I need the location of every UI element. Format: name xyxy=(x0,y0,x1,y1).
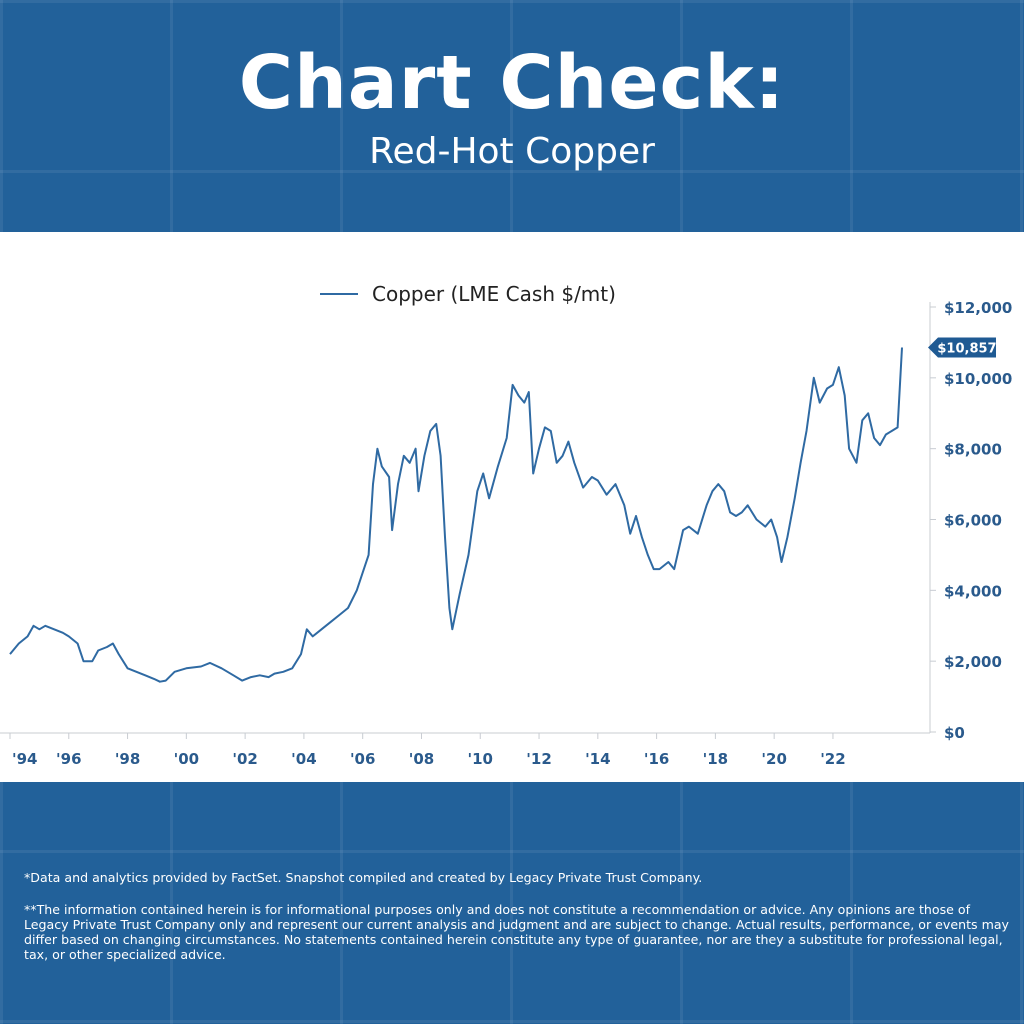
x-tick-label: '18 xyxy=(703,750,728,768)
page-title: Chart Check: xyxy=(238,40,786,126)
last-value-callout xyxy=(928,337,996,358)
footer: *Data and analytics provided by FactSet.… xyxy=(24,870,1009,979)
x-tick-label: '00 xyxy=(174,750,199,768)
y-tick-label: $10,000 xyxy=(944,370,1012,388)
x-tick-label: '10 xyxy=(468,750,493,768)
x-tick-label: '02 xyxy=(232,750,257,768)
y-tick-label: $12,000 xyxy=(944,299,1012,317)
x-tick-label: '20 xyxy=(761,750,786,768)
header: Chart Check: Red-Hot Copper xyxy=(0,0,1024,232)
x-tick-label: '06 xyxy=(350,750,375,768)
x-tick-label: '96 xyxy=(56,750,81,768)
y-tick-label: $0 xyxy=(944,724,965,742)
x-tick-label: '98 xyxy=(115,750,140,768)
legend-label: Copper (LME Cash $/mt) xyxy=(372,282,616,306)
footer-disclaimer: **The information contained herein is fo… xyxy=(24,902,1010,962)
copper-price-line xyxy=(9,347,903,683)
x-tick-label: '14 xyxy=(585,750,610,768)
x-tick-label: '12 xyxy=(526,750,551,768)
y-tick-label: $6,000 xyxy=(944,512,1002,530)
y-tick-label: $2,000 xyxy=(944,653,1002,671)
copper-price-chart: $0 $2,000 $4,000 $6,000 $8,000 $10,000 $12,000… xyxy=(0,282,1012,768)
page-subtitle: Red-Hot Copper xyxy=(369,131,655,172)
chart-panel: $0 $2,000 $4,000 $6,000 $8,000 $10,000 $12,000… xyxy=(0,232,1024,782)
y-tick-label: $8,000 xyxy=(944,441,1002,459)
last-value-label: $10,857 xyxy=(937,341,996,356)
x-tick-label: '08 xyxy=(409,750,434,768)
x-tick-label: '22 xyxy=(820,750,845,768)
footer-data-source-note: *Data and analytics provided by FactSet.… xyxy=(24,870,703,885)
y-tick-label: $4,000 xyxy=(944,582,1002,600)
x-tick-label: '94 xyxy=(12,750,37,768)
x-tick-label: '04 xyxy=(291,750,316,768)
x-tick-label: '16 xyxy=(644,750,669,768)
